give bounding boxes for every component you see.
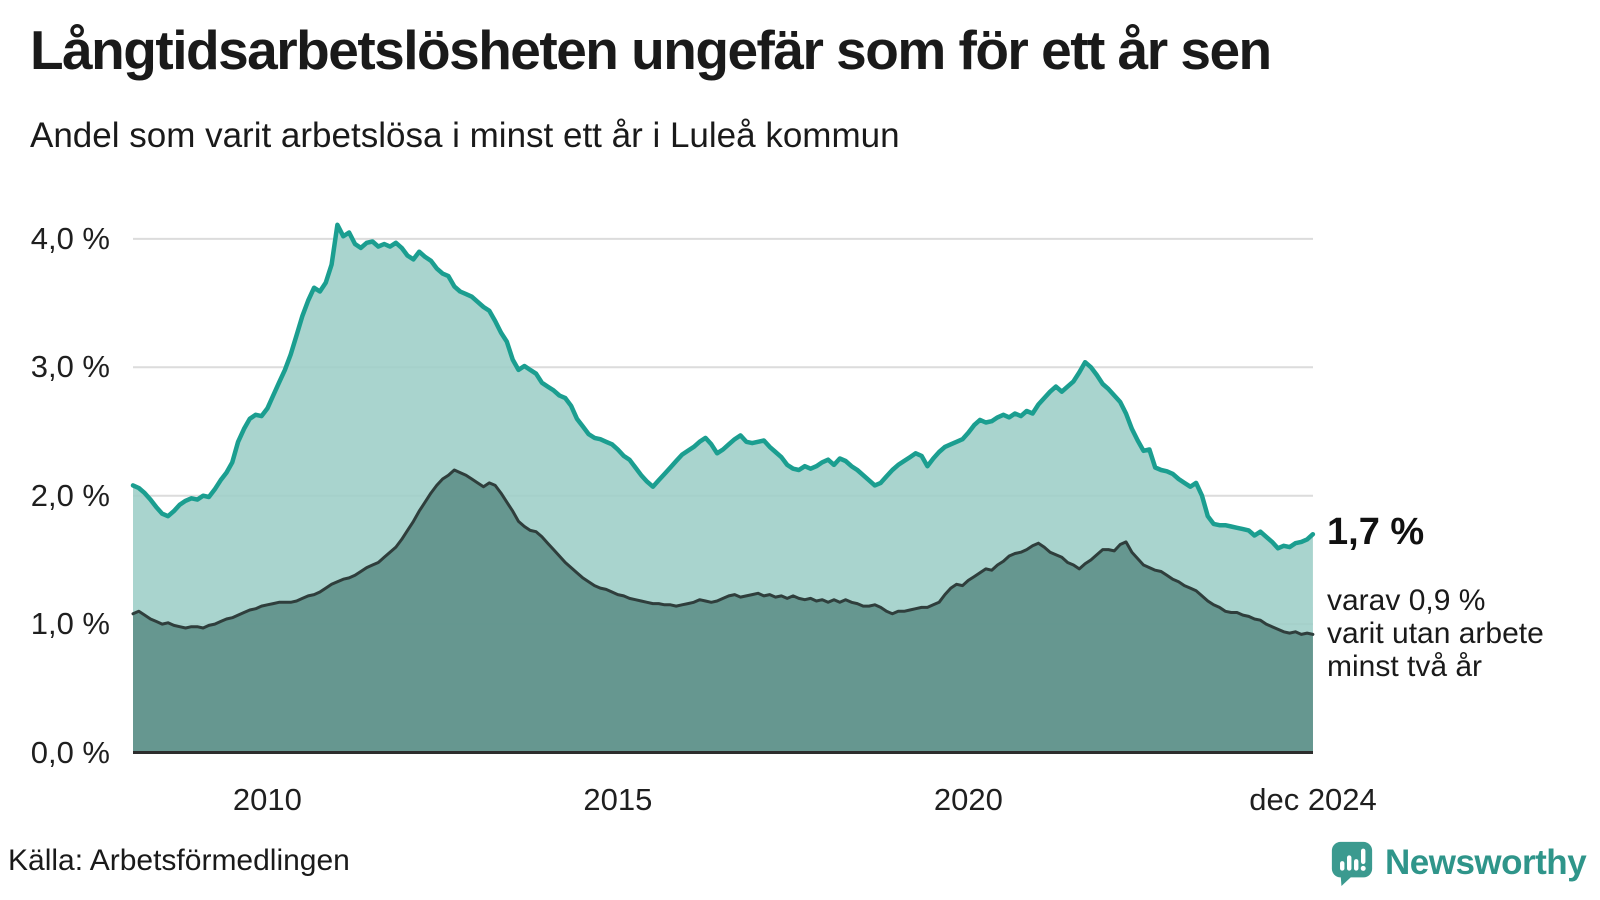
y-tick-4: 4,0 % — [30, 220, 110, 256]
latest-value-label: 1,7 % — [1327, 511, 1425, 554]
line-minst-ett-år — [130, 222, 1316, 551]
annotation-line-2: varit utan arbete — [1327, 617, 1544, 650]
source-credit: Källa: Arbetsförmedlingen — [8, 844, 350, 877]
annotation-line-1: varav 0,9 % — [1327, 584, 1486, 617]
y-tick-2: 2,0 % — [30, 477, 110, 513]
newsworthy-brand: Newsworthy — [1329, 838, 1587, 888]
x-tick-dec-2024: dec 2024 — [1249, 782, 1377, 817]
y-tick-1: 1,0 % — [30, 606, 110, 642]
page-title: Långtidsarbetslösheten ungefär som för e… — [30, 19, 1272, 81]
line-minst-två-år — [131, 468, 1315, 636]
y-tick-0: 0,0 % — [30, 734, 110, 770]
area-fill-minst-två-år — [133, 470, 1313, 753]
newsworthy-wordmark: Newsworthy — [1385, 843, 1587, 882]
x-tick-2015: 2015 — [583, 782, 653, 817]
x-tick-2010: 2010 — [232, 782, 302, 817]
page-subtitle: Andel som varit arbetslösa i minst ett å… — [30, 116, 900, 155]
newsworthy-logo-icon — [1331, 841, 1373, 886]
latest-value-sub-label: varav 0,9 % varit utan arbete minst två … — [1327, 584, 1544, 683]
x-tick-2020: 2020 — [933, 782, 1003, 817]
annotation-line-3: minst två år — [1327, 650, 1483, 683]
y-tick-3: 3,0 % — [30, 349, 110, 385]
